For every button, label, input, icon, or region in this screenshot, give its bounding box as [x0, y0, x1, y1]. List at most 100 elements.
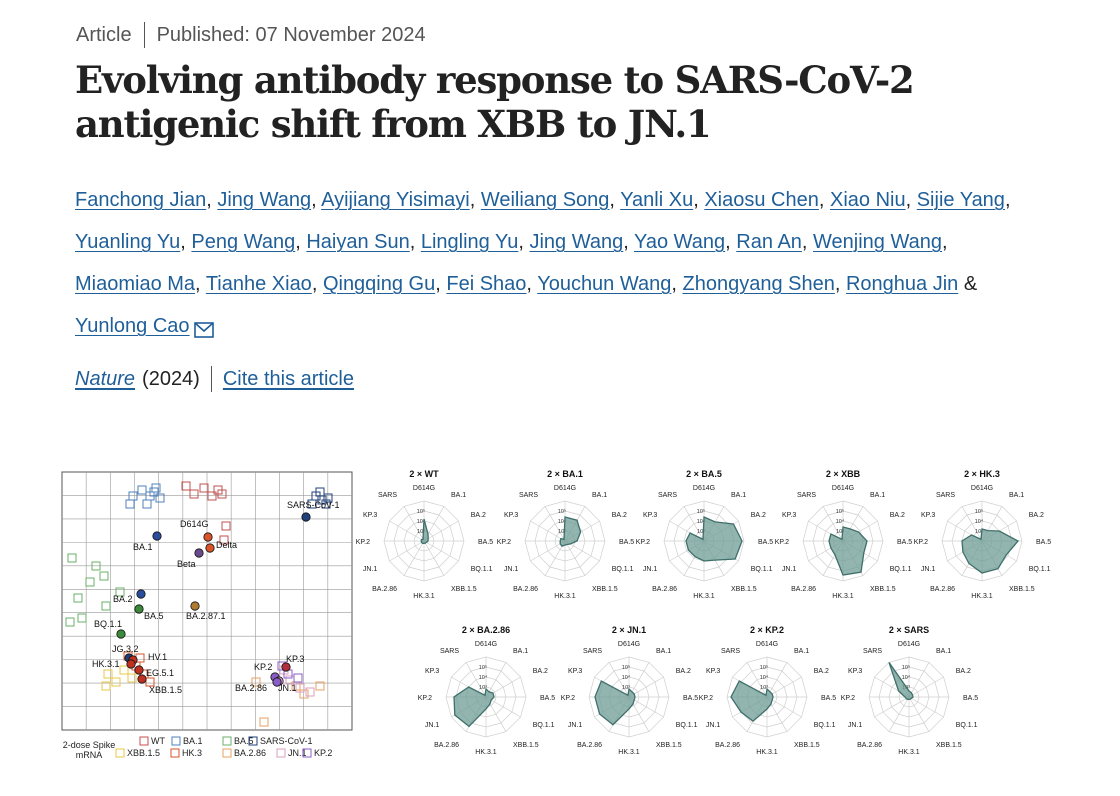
- legend-title: 2-dose Spike: [63, 740, 116, 750]
- radar-tick-label: 10³: [622, 685, 630, 691]
- antigen-point: [301, 512, 311, 522]
- radar-axis-label: BA.5: [683, 695, 698, 702]
- author-link[interactable]: Yao Wang: [634, 231, 726, 253]
- author-link[interactable]: Weiliang Song: [480, 189, 610, 211]
- author-link[interactable]: Ran An: [736, 231, 802, 253]
- radar-axis-label: KP.3: [425, 668, 439, 675]
- author-link[interactable]: Ayijiang Yisimayi: [321, 189, 470, 211]
- radar-axis-label: KP.3: [504, 512, 518, 519]
- author-link[interactable]: Yunlong Cao: [75, 315, 190, 337]
- radar-axis-label: BA.5: [897, 539, 912, 546]
- author-link[interactable]: Jing Wang: [529, 231, 624, 253]
- radar-tick-label: 10⁴: [558, 518, 567, 525]
- antigen-label: SARS-CoV-1: [287, 500, 340, 510]
- radar-axis-label: KP.2: [841, 695, 855, 702]
- author-link[interactable]: Fanchong Jian: [75, 189, 207, 211]
- radar-axis-label: JN.1: [425, 722, 440, 729]
- author-link[interactable]: Jing Wang: [217, 189, 312, 211]
- radar-axis-label: BQ.1.1: [1029, 566, 1051, 573]
- antigen-point: [116, 629, 126, 639]
- serum-square: [91, 561, 101, 571]
- author-link[interactable]: Ronghua Jin: [845, 273, 959, 295]
- author-link[interactable]: Haiyan Sun: [306, 231, 410, 253]
- antigen-label: JN.1: [278, 683, 297, 693]
- antigen-label: HV.1: [148, 652, 167, 662]
- serum-square: [145, 677, 155, 687]
- radar-title: 2 × XBB: [826, 469, 861, 479]
- serum-square: [115, 587, 125, 597]
- published-date: Published: 07 November 2024: [156, 23, 426, 46]
- radar-axis-label: JN.1: [921, 566, 936, 573]
- author-link[interactable]: Qingqing Gu: [322, 273, 436, 295]
- author-link[interactable]: Peng Wang: [191, 231, 296, 253]
- radar-axis-label: BQ.1.1: [533, 722, 555, 729]
- author-link[interactable]: Miaomiao Ma: [75, 273, 196, 295]
- radar-axis-label: XBB.1.5: [592, 586, 618, 593]
- author-ampersand: &: [958, 273, 978, 295]
- radar-spoke: [961, 506, 983, 542]
- radar-title: 2 × BA.5: [686, 469, 722, 479]
- radar-axis-label: XBB.1.5: [513, 742, 539, 749]
- author-link[interactable]: Wenjing Wang: [813, 231, 942, 253]
- radar-axis-label: D614G: [554, 485, 576, 492]
- antigen-point: [205, 543, 215, 553]
- author-link[interactable]: Xiao Niu: [829, 189, 906, 211]
- radar-axis-label: JN.1: [568, 722, 583, 729]
- author-link[interactable]: Sijie Yang: [916, 189, 1005, 211]
- radar-panel: 2 × XBB D614G BA.1 BA.2 BA.5 BQ.1.1 XBB.1.5 HK.…: [775, 469, 913, 600]
- author-link[interactable]: Youchun Wang: [537, 273, 672, 295]
- serum-square: [99, 571, 109, 581]
- author-link[interactable]: Xiaosu Chen: [704, 189, 819, 211]
- radar-axis-label: KP.3: [363, 512, 377, 519]
- radar-axis-label: BA.2: [471, 512, 486, 519]
- radar-tick-label: 10⁵: [975, 508, 983, 515]
- serum-square: [207, 491, 217, 501]
- radar-axis-label: KP.2: [775, 539, 789, 546]
- radar-tick-label: 10⁵: [558, 508, 566, 515]
- radar-spoke: [544, 506, 566, 542]
- radar-spoke: [403, 506, 425, 542]
- radar-tick-label: 10⁴: [697, 518, 706, 525]
- radar-axis-label: BA.1: [592, 492, 607, 499]
- radar-axis-label: BA.1: [731, 492, 746, 499]
- radar-axis-label: SARS: [721, 648, 740, 655]
- author-link[interactable]: Tianhe Xiao: [205, 273, 312, 295]
- antigen-point: [134, 604, 144, 614]
- author-link[interactable]: Fei Shao: [446, 273, 527, 295]
- legend-entry: JN.1: [288, 748, 307, 758]
- radar-tick-label: 10³: [836, 529, 844, 535]
- radar-axis-label: SARS: [519, 492, 538, 499]
- radar-axis-label: D614G: [693, 485, 715, 492]
- radar-axis-label: BA.2.86: [652, 586, 677, 593]
- legend-swatch: [115, 748, 125, 758]
- legend-swatch: [302, 748, 312, 758]
- cite-this-article-link[interactable]: Cite this article: [222, 367, 354, 390]
- radar-axis-label: BA.2: [533, 668, 548, 675]
- antigen-label: Delta: [216, 540, 237, 550]
- author-link[interactable]: Zhongyang Shen: [682, 273, 835, 295]
- radar-panel: 2 × KP.2 D614G BA.1 BA.2 BA.5 BQ.1.1 XBB.1.5 HK…: [699, 625, 837, 756]
- radar-axis-label: BA.5: [758, 539, 773, 546]
- publication-year: (2024): [142, 367, 200, 390]
- radar-axis-label: BA.2: [676, 668, 691, 675]
- legend-entry: KP.2: [314, 748, 332, 758]
- antigen-point: [126, 659, 136, 669]
- antigen-point: [136, 589, 146, 599]
- antigen-label: XBB.1.5: [149, 685, 182, 695]
- radar-spoke: [908, 676, 944, 698]
- antigen-point: [203, 532, 213, 542]
- radar-spoke: [389, 540, 425, 562]
- serum-square: [321, 499, 331, 509]
- author-link[interactable]: Lingling Yu: [420, 231, 519, 253]
- radar-axis-label: BA.2: [890, 512, 905, 519]
- radar-spoke: [822, 506, 844, 542]
- serum-square: [149, 487, 159, 497]
- radar-panel: 2 × SARS D614G BA.1 BA.2 BA.5 BQ.1.1 XBB.1.5 HK…: [841, 625, 979, 756]
- author-link[interactable]: Yanli Xu: [620, 189, 694, 211]
- radar-panel: 2 × BA.2.86 D614G BA.1 BA.2 BA.5 BQ.1.1 XBB.1.…: [418, 625, 556, 756]
- radar-axis-label: BA.5: [478, 539, 493, 546]
- author-link[interactable]: Yuanling Yu: [75, 231, 181, 253]
- journal-link[interactable]: Nature: [75, 367, 136, 390]
- mail-icon[interactable]: [193, 311, 214, 353]
- serum-square: [127, 673, 137, 683]
